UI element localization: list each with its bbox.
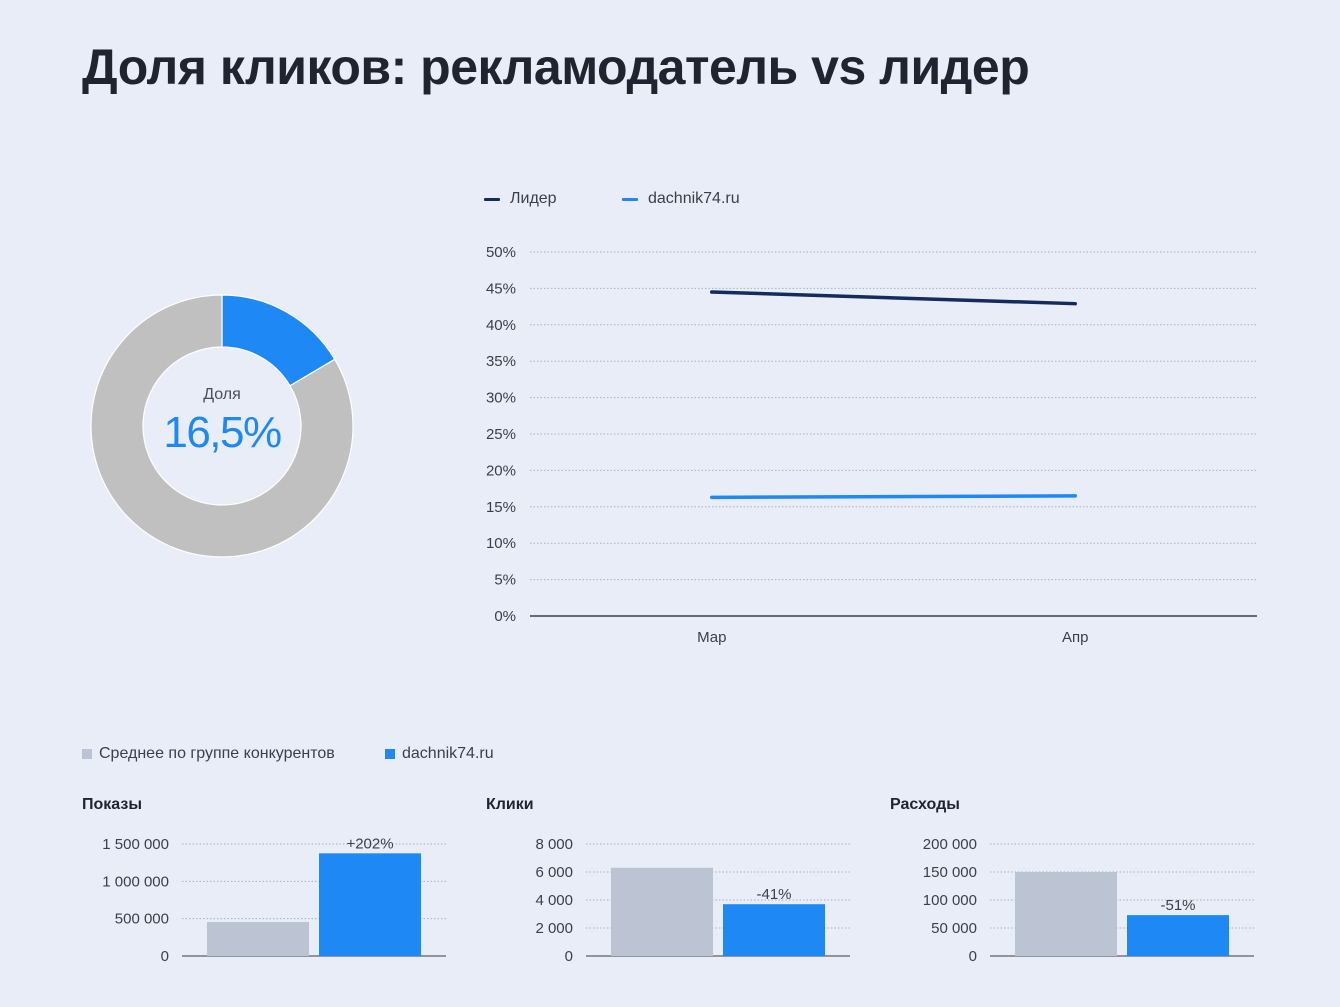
y-tick-label: 40% [486, 317, 516, 334]
legend-swatch-advertiser-bar [385, 749, 395, 759]
bar-competitors [1015, 872, 1117, 956]
spend-chart-title: Расходы [890, 796, 960, 813]
click-share-line-chart: 0% 5% 10% 15% 20% 25% 30% 35% 40% 45% 50% Мар Апр [486, 244, 1257, 646]
share-donut-chart: Доля 16,5% [88, 292, 356, 560]
bar-competitors [207, 922, 309, 956]
bar-change-label: -41% [756, 886, 791, 903]
bar-advertiser [723, 904, 825, 956]
y-tick-label: 5% [494, 572, 516, 589]
donut-label: Доля [203, 386, 241, 403]
legend-item-advertiser-bar: dachnik74.ru [385, 745, 494, 763]
y-tick-label: 15% [486, 499, 516, 516]
legend-swatch-leader [484, 197, 500, 201]
y-tick-label: 25% [486, 426, 516, 443]
y-tick-label: 10% [486, 535, 516, 552]
clicks-chart-title: Клики [486, 796, 534, 813]
y-tick-label: 45% [486, 280, 516, 297]
donut-value: 16,5% [163, 408, 282, 457]
legend-swatch-competitors [82, 749, 92, 759]
x-tick-label: Апр [1062, 629, 1088, 646]
legend-item-leader: Лидер [484, 190, 557, 208]
donut-svg [90, 294, 354, 558]
y-tick-label: 8 000 [535, 836, 573, 853]
clicks-bar-chart: Клики 0 2 000 4 000 6 000 8 000 -41% [486, 796, 886, 986]
y-tick-label: 0 [565, 948, 573, 965]
clicks-bars-svg: 0 2 000 4 000 6 000 8 000 -41% [535, 836, 850, 965]
y-tick-label: 500 000 [115, 911, 169, 928]
page-title: Доля кликов: рекламодатель vs лидер [82, 39, 1030, 95]
x-tick-label: Мар [697, 629, 726, 646]
y-tick-label: 50% [486, 244, 516, 261]
y-tick-label: 6 000 [535, 864, 573, 881]
y-tick-label: 100 000 [923, 892, 977, 909]
donut-slice-rest [90, 294, 354, 558]
legend-item-advertiser: dachnik74.ru [622, 190, 740, 208]
spend-bars-svg: 0 50 000 100 000 150 000 200 000 -51% [923, 836, 1254, 965]
y-tick-label: 35% [486, 353, 516, 370]
y-tick-label: 0 [161, 948, 169, 965]
bar-change-label: +202% [346, 835, 393, 852]
bar-competitors [611, 867, 713, 956]
y-tick-label: 0 [969, 948, 977, 965]
impressions-chart-title: Показы [82, 796, 142, 813]
y-tick-label: 4 000 [535, 892, 573, 909]
legend-swatch-advertiser [622, 197, 638, 201]
y-tick-label: 2 000 [535, 920, 573, 937]
y-tick-label: 1 500 000 [102, 836, 169, 853]
y-tick-label: 0% [494, 608, 516, 625]
y-tick-label: 30% [486, 390, 516, 407]
spend-bar-chart: Расходы 0 50 000 100 000 150 000 200 000 -51% [890, 796, 1290, 986]
legend-label-leader: Лидер [510, 190, 557, 207]
bar-advertiser [319, 853, 421, 956]
legend-label-competitors: Среднее по группе конкурентов [99, 745, 335, 762]
impressions-bar-chart: Показы 0 500 000 1 000 000 1 500 000 +202% [82, 796, 482, 986]
y-tick-label: 20% [486, 462, 516, 479]
legend-label-advertiser: dachnik74.ru [648, 190, 740, 207]
series-line-leader [710, 290, 1077, 306]
legend-item-competitors: Среднее по группе конкурентов [82, 745, 335, 763]
y-tick-label: 150 000 [923, 864, 977, 881]
series-line-advertiser [710, 494, 1077, 500]
y-tick-label: 50 000 [931, 920, 977, 937]
bar-change-label: -51% [1160, 897, 1195, 914]
legend-label-advertiser-bar: dachnik74.ru [402, 745, 494, 762]
y-tick-label: 200 000 [923, 836, 977, 853]
impressions-bars-svg: 0 500 000 1 000 000 1 500 000 +202% [102, 835, 446, 965]
y-tick-label: 1 000 000 [102, 873, 169, 890]
bar-advertiser [1127, 915, 1229, 956]
